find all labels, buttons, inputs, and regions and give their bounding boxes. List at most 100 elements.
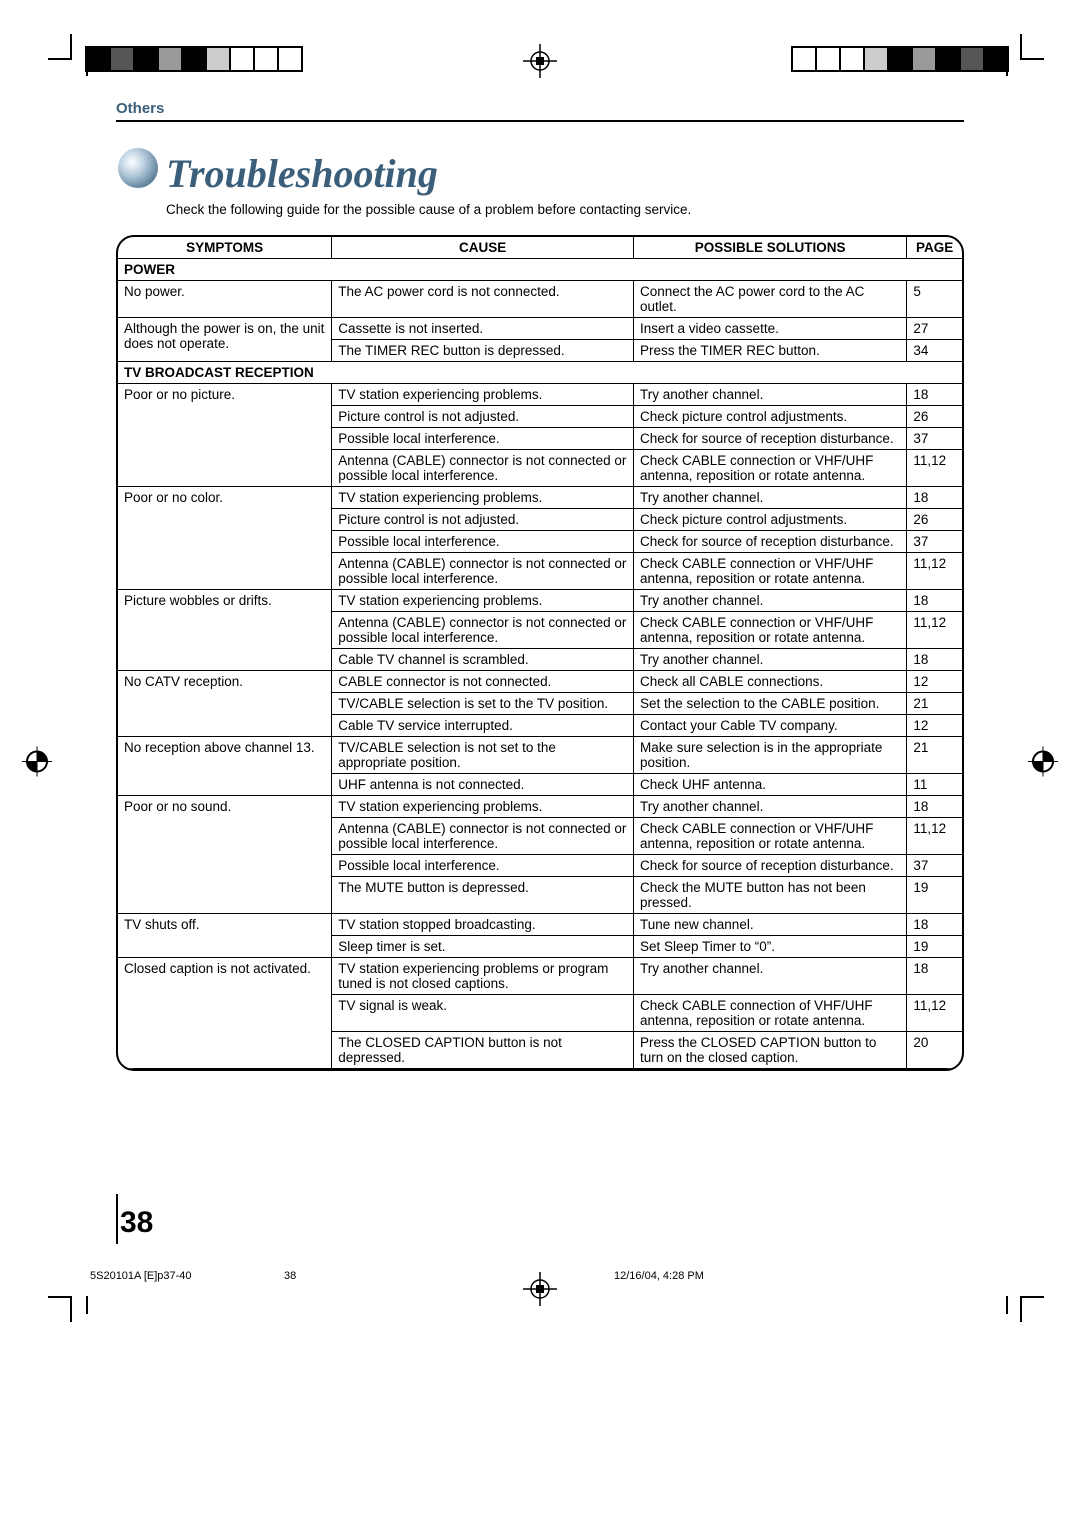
cause-cell: Cable TV service interrupted. (332, 715, 634, 737)
solution-cell: Try another channel. (634, 384, 907, 406)
table-row: No CATV reception.CABLE connector is not… (118, 671, 962, 693)
solution-cell: Insert a video cassette. (634, 318, 907, 340)
solution-cell: Check the MUTE button has not been press… (634, 877, 907, 914)
page-number-rule (116, 1194, 118, 1244)
solution-cell: Try another channel. (634, 796, 907, 818)
solution-cell: Check all CABLE connections. (634, 671, 907, 693)
footer-page: 38 (284, 1270, 296, 1282)
symptom-cell: TV shuts off. (118, 914, 332, 958)
solution-cell: Press the TIMER REC button. (634, 340, 907, 362)
page-ref-cell: 21 (907, 737, 962, 774)
registration-target-icon (22, 747, 52, 782)
crop-mark (1006, 1296, 1008, 1314)
cause-cell: Antenna (CABLE) connector is not connect… (332, 553, 634, 590)
symptom-cell: Poor or no color. (118, 487, 332, 590)
cause-cell: TV signal is weak. (332, 995, 634, 1032)
crop-mark (86, 1296, 88, 1314)
footer-doc-id: 5S20101A [E]p37-40 (90, 1270, 192, 1282)
solution-cell: Check CABLE connection or VHF/UHF antenn… (634, 612, 907, 649)
page-ref-cell: 18 (907, 796, 962, 818)
section-name: TV BROADCAST RECEPTION (118, 362, 962, 384)
bullet-sphere-icon (116, 146, 160, 190)
cause-cell: TV station experiencing problems or prog… (332, 958, 634, 995)
symptom-cell: Poor or no picture. (118, 384, 332, 487)
page-ref-cell: 18 (907, 649, 962, 671)
cause-cell: Sleep timer is set. (332, 936, 634, 958)
cause-cell: Possible local interference. (332, 428, 634, 450)
page-ref-cell: 11,12 (907, 818, 962, 855)
page-ref-cell: 18 (907, 914, 962, 936)
solution-cell: Check picture control adjustments. (634, 509, 907, 531)
solution-cell: Check for source of reception disturbanc… (634, 855, 907, 877)
troubleshooting-table: SYMPTOMS CAUSE POSSIBLE SOLUTIONS PAGE P… (116, 235, 964, 1071)
crop-mark (1020, 1296, 1044, 1298)
page-ref-cell: 18 (907, 384, 962, 406)
cause-cell: TV station experiencing problems. (332, 384, 634, 406)
col-cause: CAUSE (332, 237, 634, 259)
solution-cell: Check UHF antenna. (634, 774, 907, 796)
cause-cell: The TIMER REC button is depressed. (332, 340, 634, 362)
page-ref-cell: 26 (907, 509, 962, 531)
solution-cell: Connect the AC power cord to the AC outl… (634, 281, 907, 318)
crop-mark (1020, 1296, 1022, 1322)
solution-cell: Try another channel. (634, 487, 907, 509)
solution-cell: Check CABLE connection or VHF/UHF antenn… (634, 553, 907, 590)
cause-cell: CABLE connector is not connected. (332, 671, 634, 693)
registration-bar-left (86, 46, 302, 72)
cause-cell: Cassette is not inserted. (332, 318, 634, 340)
cause-cell: Possible local interference. (332, 855, 634, 877)
page-ref-cell: 19 (907, 936, 962, 958)
solution-cell: Check CABLE connection or VHF/UHF antenn… (634, 450, 907, 487)
solution-cell: Contact your Cable TV company. (634, 715, 907, 737)
symptom-cell: Closed caption is not activated. (118, 958, 332, 1069)
page-ref-cell: 11 (907, 774, 962, 796)
registration-cross-icon (523, 1272, 557, 1306)
cause-cell: Picture control is not adjusted. (332, 509, 634, 531)
table-row: Picture wobbles or drifts.TV station exp… (118, 590, 962, 612)
registration-bar-right (792, 46, 1008, 72)
content-area: Others Troubleshooting Check the followi… (116, 100, 964, 1268)
title-row: Troubleshooting (116, 146, 964, 194)
page-subtitle: Check the following guide for the possib… (166, 202, 964, 217)
table-row: Poor or no picture.TV station experienci… (118, 384, 962, 406)
cause-cell: Antenna (CABLE) connector is not connect… (332, 818, 634, 855)
symptom-cell: Poor or no sound. (118, 796, 332, 914)
symptom-cell: No reception above channel 13. (118, 737, 332, 796)
col-solutions: POSSIBLE SOLUTIONS (634, 237, 907, 259)
cause-cell: Antenna (CABLE) connector is not connect… (332, 450, 634, 487)
cause-cell: The AC power cord is not connected. (332, 281, 634, 318)
table-section-row: POWER (118, 259, 962, 281)
page-ref-cell: 20 (907, 1032, 962, 1069)
page-ref-cell: 37 (907, 428, 962, 450)
table-row: Although the power is on, the unit does … (118, 318, 962, 340)
cause-cell: Possible local interference. (332, 531, 634, 553)
solution-cell: Check picture control adjustments. (634, 406, 907, 428)
col-page: PAGE (907, 237, 962, 259)
table-row: TV shuts off.TV station stopped broadcas… (118, 914, 962, 936)
solution-cell: Press the CLOSED CAPTION button to turn … (634, 1032, 907, 1069)
solution-cell: Set the selection to the CABLE position. (634, 693, 907, 715)
solution-cell: Try another channel. (634, 649, 907, 671)
solution-cell: Try another channel. (634, 958, 907, 995)
cause-cell: TV/CABLE selection is set to the TV posi… (332, 693, 634, 715)
page-ref-cell: 11,12 (907, 450, 962, 487)
section-name: POWER (118, 259, 962, 281)
cause-cell: TV station stopped broadcasting. (332, 914, 634, 936)
cause-cell: The CLOSED CAPTION button is not depress… (332, 1032, 634, 1069)
page-ref-cell: 11,12 (907, 612, 962, 649)
page-ref-cell: 12 (907, 671, 962, 693)
cause-cell: TV station experiencing problems. (332, 590, 634, 612)
solution-cell: Tune new channel. (634, 914, 907, 936)
table-row: No power.The AC power cord is not connec… (118, 281, 962, 318)
symptom-cell: Picture wobbles or drifts. (118, 590, 332, 671)
page-ref-cell: 27 (907, 318, 962, 340)
table-row: Poor or no color.TV station experiencing… (118, 487, 962, 509)
footer-timestamp: 12/16/04, 4:28 PM (614, 1270, 704, 1282)
crop-mark (1020, 34, 1022, 60)
registration-target-icon (1028, 747, 1058, 782)
page-ref-cell: 11,12 (907, 995, 962, 1032)
page-title: Troubleshooting (166, 154, 438, 194)
solution-cell: Check for source of reception disturbanc… (634, 428, 907, 450)
page-ref-cell: 18 (907, 958, 962, 995)
cause-cell: Antenna (CABLE) connector is not connect… (332, 612, 634, 649)
